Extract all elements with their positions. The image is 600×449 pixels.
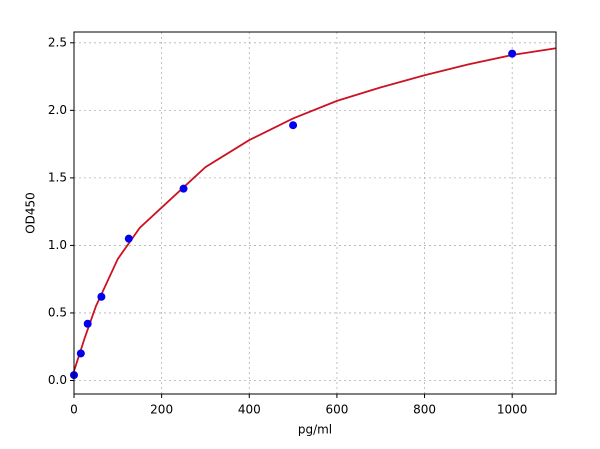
fit-curve xyxy=(73,47,557,372)
x-tick-label: 1000 xyxy=(497,403,528,417)
y-tick-label: 1.0 xyxy=(48,238,67,252)
plot-frame xyxy=(73,31,557,395)
x-axis-label: pg/ml xyxy=(298,423,332,437)
data-point xyxy=(508,49,517,58)
data-point xyxy=(83,319,92,328)
data-point xyxy=(289,121,298,130)
x-tick-label: 600 xyxy=(325,403,348,417)
y-tick-label: 2.0 xyxy=(48,103,67,117)
y-tick-label: 0.5 xyxy=(48,305,67,319)
x-tick-label: 0 xyxy=(70,403,78,417)
data-point xyxy=(179,184,188,193)
y-axis-label: OD450 xyxy=(24,192,38,234)
x-tick-label: 800 xyxy=(413,403,436,417)
data-point xyxy=(124,234,133,243)
data-point xyxy=(76,349,85,358)
y-tick-label: 0.0 xyxy=(48,373,67,387)
y-tick-label: 2.5 xyxy=(48,35,67,49)
x-tick-label: 400 xyxy=(238,403,261,417)
x-tick-label: 200 xyxy=(150,403,173,417)
data-point xyxy=(97,292,106,301)
y-tick-label: 1.5 xyxy=(48,170,67,184)
